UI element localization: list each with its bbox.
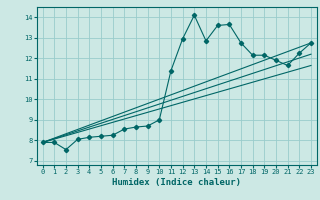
X-axis label: Humidex (Indice chaleur): Humidex (Indice chaleur) xyxy=(112,178,241,187)
